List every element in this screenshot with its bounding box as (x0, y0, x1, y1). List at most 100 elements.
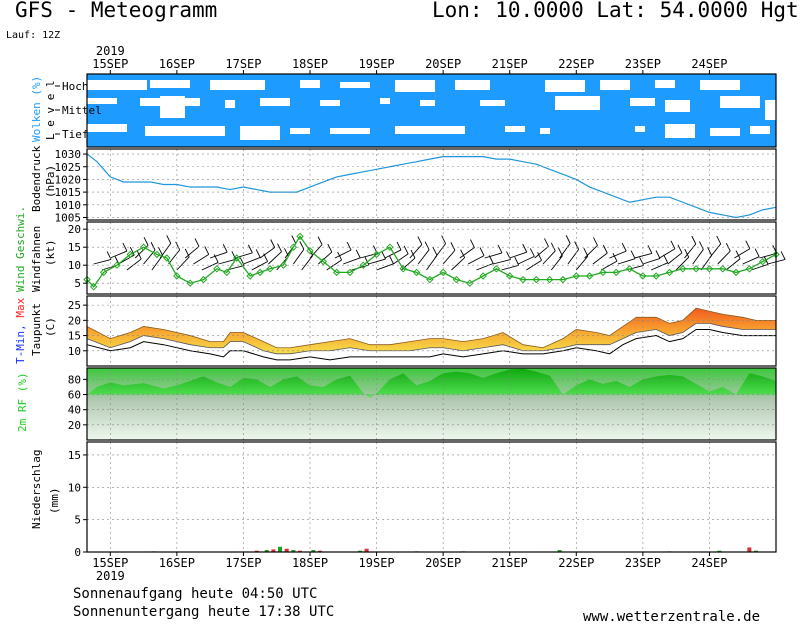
wind-speed-marker (296, 232, 304, 241)
wind-speed-marker (426, 275, 434, 284)
cloud-block (330, 128, 370, 134)
wind-barb (750, 263, 769, 271)
precipitation-tick-label: 0 (74, 546, 81, 559)
wind-barb-feather (544, 238, 549, 247)
wind-barb (709, 243, 722, 259)
wind-barb-feather (122, 242, 128, 252)
wind-barb-feather (537, 252, 542, 261)
precipitation-bar (298, 550, 303, 552)
wind-speed-marker (532, 275, 541, 284)
cloud-block (240, 126, 280, 140)
temperature-tick-label: 25 (68, 299, 81, 312)
humidity-tick-label: 60 (68, 389, 81, 402)
wind-barb-feather (691, 235, 697, 245)
cloud-block (720, 96, 760, 108)
wind-barb (110, 250, 128, 259)
wind-barb (684, 243, 697, 259)
wind-barb (193, 254, 209, 265)
wind-barb-feather (158, 247, 163, 256)
precipitation-bar (717, 550, 722, 552)
wind-speed-marker (439, 268, 447, 277)
wind-barb (309, 244, 323, 259)
wind-speed-marker (679, 265, 687, 273)
humidity-area (87, 368, 776, 398)
pressure-tick-label: 1025 (55, 161, 82, 174)
wind-speed-marker (386, 243, 394, 251)
cloud-block (545, 80, 585, 92)
wind-barb (642, 258, 661, 265)
date-label-bottom: 17SEP (225, 556, 261, 570)
wind-barb (617, 258, 636, 265)
cloud-block (395, 80, 435, 92)
wind-speed-marker (519, 275, 527, 284)
cloud-level-hoch: Hoch (62, 80, 89, 93)
wind-speed-marker (745, 265, 754, 273)
wind-barb-feather (450, 242, 456, 251)
wind-barb (343, 257, 361, 265)
wind-speed-marker (719, 265, 727, 273)
wind-barb-feather (299, 241, 305, 250)
wind-barb-feather (270, 239, 276, 248)
wind-barb-feather (213, 254, 219, 263)
wind-barb-feather (194, 238, 200, 247)
website-text: www.wetterzentrale.de (583, 609, 761, 625)
wind-speed-marker (599, 268, 607, 277)
cloud-block (260, 98, 290, 106)
cloud-block (600, 80, 630, 90)
cloud-block (395, 126, 465, 134)
cloud-block (290, 128, 310, 134)
cloud-block (505, 126, 525, 132)
wind-unit: (kt) (44, 240, 57, 267)
dewpoint-line (86, 328, 776, 361)
wind-barb (601, 260, 618, 271)
date-label-top: 22SEP (558, 57, 594, 71)
date-label-top: 19SEP (359, 57, 395, 71)
cloud-block (300, 80, 320, 88)
cloud-block (455, 80, 490, 90)
wind-barb (243, 257, 261, 265)
wind-barb (434, 243, 446, 259)
humidity-tick-label: 20 (68, 419, 81, 432)
wind-barb (559, 243, 571, 259)
precipitation-bar (747, 547, 752, 552)
wind-barb-feather (432, 247, 438, 256)
wind-speed-marker (665, 268, 674, 277)
cloud-level-label: L e v e l (44, 80, 57, 140)
cloud-block (635, 126, 645, 132)
precipitation-bar (317, 550, 322, 552)
wind-barb (459, 247, 475, 259)
location-label: Lon: 10.0000 Lat: 54.0000 Hgt: 2 (432, 0, 800, 22)
wind-barb (717, 250, 731, 265)
wind-speed-marker (452, 275, 461, 284)
wind-speed-marker (223, 268, 231, 277)
wind-speed-marker (412, 268, 421, 277)
wind-speed-marker (479, 272, 487, 280)
wind-barb (484, 252, 503, 259)
wind-barb (451, 257, 465, 271)
date-label-top: 20SEP (425, 57, 461, 71)
precipitation-ylabel: Niederschlag (30, 450, 43, 529)
wind-barb (184, 246, 200, 259)
temperature-unit: (C) (44, 317, 57, 337)
wind-barb (417, 249, 430, 265)
wind-barb (234, 252, 253, 259)
wind-barb (268, 251, 282, 265)
wind-barb (467, 255, 485, 265)
cloud-block (87, 80, 147, 90)
wind-barb (93, 259, 112, 265)
wind-barb-feather (204, 246, 210, 255)
precipitation-bar (364, 548, 369, 552)
wind-speed-marker (139, 243, 148, 251)
cloud-block (665, 100, 690, 112)
sunset-text: Sonnenuntergang heute 17:38 UTC (73, 604, 335, 620)
wind-speed-marker (89, 283, 98, 291)
temperature-range-fill (87, 308, 776, 354)
precipitation-bar (291, 550, 296, 552)
wind-barb (509, 251, 527, 259)
wind-barb-feather (583, 247, 589, 257)
wind-barb-feather (602, 244, 608, 254)
wind-barb (401, 257, 416, 271)
wind-speed-marker (346, 268, 354, 277)
date-label-bottom: 23SEP (625, 556, 661, 570)
